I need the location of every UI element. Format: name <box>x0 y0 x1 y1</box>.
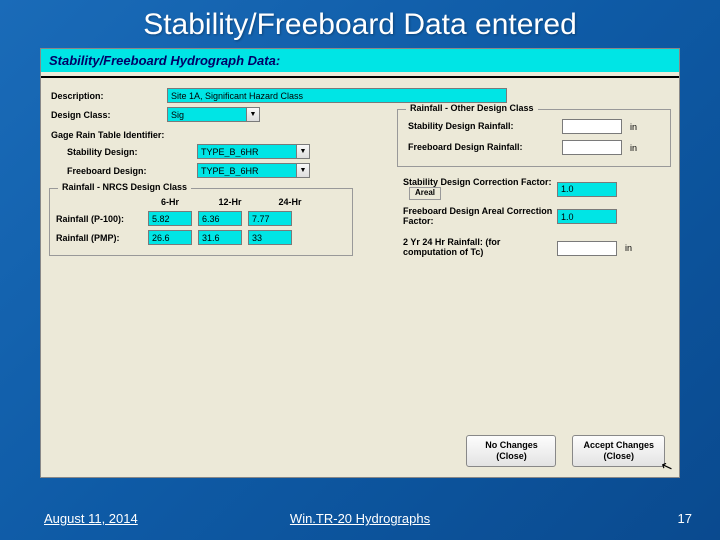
stability-design-label: Stability Design: <box>51 147 191 157</box>
description-input[interactable] <box>167 88 507 103</box>
stability-design-input[interactable] <box>197 144 297 159</box>
dialog-title: Stability/Freeboard Hydrograph Data: <box>41 49 679 72</box>
footer-center: Win.TR-20 Hydrographs <box>290 511 430 526</box>
col-24hr: 24-Hr <box>268 197 312 207</box>
gage-label-row: Gage Rain Table Identifier: <box>41 128 361 142</box>
free-cf-row: Freeboard Design Areal Correction Factor… <box>399 204 669 230</box>
stab-cf-input[interactable] <box>557 182 617 197</box>
stab-rainfall-input[interactable] <box>562 119 622 134</box>
chevron-down-icon[interactable]: ▼ <box>297 144 310 159</box>
nrcs-col-headers: 6-Hr 12-Hr 24-Hr <box>56 195 346 209</box>
divider <box>41 76 679 78</box>
nrcs-fieldset: Rainfall - NRCS Design Class 6-Hr 12-Hr … <box>49 188 353 256</box>
factors-area: Stability Design Correction Factor: Area… <box>389 171 679 265</box>
freeboard-design-row: Freeboard Design: ▼ <box>41 161 361 180</box>
other-fieldset: Rainfall - Other Design Class Stability … <box>397 109 671 167</box>
tc-row: 2 Yr 24 Hr Rainfall: (for computation of… <box>399 235 669 261</box>
col-12hr: 12-Hr <box>208 197 252 207</box>
p100-12hr-input[interactable] <box>198 211 242 226</box>
stab-cf-label-text: Stability Design Correction Factor: <box>403 177 552 187</box>
other-legend: Rainfall - Other Design Class <box>406 103 538 113</box>
p100-label: Rainfall (P-100): <box>56 214 142 224</box>
pmp-row: Rainfall (PMP): <box>56 228 346 247</box>
stab-rainfall-label: Stability Design Rainfall: <box>408 122 558 132</box>
pmp-6hr-input[interactable] <box>148 230 192 245</box>
p100-6hr-input[interactable] <box>148 211 192 226</box>
p100-24hr-input[interactable] <box>248 211 292 226</box>
free-cf-input[interactable] <box>557 209 617 224</box>
freeboard-design-combo[interactable]: ▼ <box>197 163 310 178</box>
stab-cf-row: Stability Design Correction Factor: Area… <box>399 175 669 204</box>
freeboard-design-input[interactable] <box>197 163 297 178</box>
stab-rainfall-row: Stability Design Rainfall: in <box>404 116 664 137</box>
footer-date: August 11, 2014 <box>44 511 138 526</box>
gage-label: Gage Rain Table Identifier: <box>51 130 164 140</box>
areal-badge: Areal <box>409 187 441 200</box>
design-class-input[interactable] <box>167 107 247 122</box>
design-class-combo[interactable]: ▼ <box>167 107 260 122</box>
nrcs-legend: Rainfall - NRCS Design Class <box>58 182 191 192</box>
slide-title: Stability/Freeboard Data entered <box>0 0 720 48</box>
stability-design-row: Stability Design: ▼ <box>41 142 361 161</box>
description-row: Description: <box>41 86 679 105</box>
stab-cf-label: Stability Design Correction Factor: Area… <box>403 178 553 201</box>
tc-label: 2 Yr 24 Hr Rainfall: (for computation of… <box>403 238 553 258</box>
cursor-icon: ↖ <box>659 457 676 477</box>
stability-design-combo[interactable]: ▼ <box>197 144 310 159</box>
tc-input[interactable] <box>557 241 617 256</box>
free-rainfall-row: Freeboard Design Rainfall: in <box>404 137 664 158</box>
design-class-label: Design Class: <box>51 110 161 120</box>
button-row: No Changes(Close) Accept Changes(Close) <box>466 435 665 467</box>
unit-in: in <box>630 143 637 153</box>
pmp-24hr-input[interactable] <box>248 230 292 245</box>
unit-in: in <box>630 122 637 132</box>
chevron-down-icon[interactable]: ▼ <box>247 107 260 122</box>
pmp-label: Rainfall (PMP): <box>56 233 142 243</box>
accept-changes-button[interactable]: Accept Changes(Close) <box>572 435 665 467</box>
p100-row: Rainfall (P-100): <box>56 209 346 228</box>
hydrograph-dialog: Stability/Freeboard Hydrograph Data: Des… <box>40 48 680 478</box>
col-6hr: 6-Hr <box>148 197 192 207</box>
free-rainfall-label: Freeboard Design Rainfall: <box>408 143 558 153</box>
pmp-12hr-input[interactable] <box>198 230 242 245</box>
description-label: Description: <box>51 91 161 101</box>
design-class-row: Design Class: ▼ <box>41 105 361 124</box>
freeboard-design-label: Freeboard Design: <box>51 166 191 176</box>
free-cf-label: Freeboard Design Areal Correction Factor… <box>403 207 553 227</box>
unit-in: in <box>625 243 632 253</box>
footer-page: 17 <box>678 511 692 526</box>
no-changes-button[interactable]: No Changes(Close) <box>466 435 556 467</box>
slide-footer: August 11, 2014 Win.TR-20 Hydrographs 17 <box>0 511 720 526</box>
chevron-down-icon[interactable]: ▼ <box>297 163 310 178</box>
free-rainfall-input[interactable] <box>562 140 622 155</box>
